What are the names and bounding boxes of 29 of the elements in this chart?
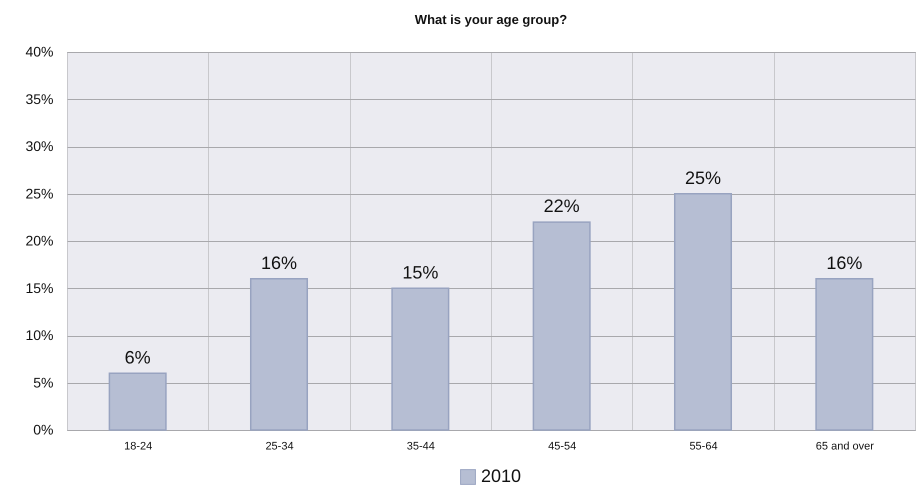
x-tick-label: 35-44: [406, 440, 435, 452]
data-label: 16%: [826, 252, 862, 273]
data-label: 16%: [260, 252, 298, 273]
x-tick-label: 45-54: [548, 440, 576, 452]
data-label: 22%: [544, 196, 580, 216]
y-tick-label: 35%: [25, 90, 54, 107]
y-tick-label: 20%: [25, 232, 54, 248]
legend-label: 2010: [481, 466, 522, 486]
data-label: 15%: [402, 262, 438, 282]
bar: [391, 288, 450, 431]
x-tick-label: 25-34: [265, 440, 294, 452]
bar: [250, 278, 308, 431]
chart-title: What is your age group?: [414, 12, 568, 27]
bar: [108, 372, 167, 431]
y-tick-label: 10%: [25, 327, 54, 343]
x-tick-label: 65 and over: [816, 440, 874, 452]
data-label: 25%: [684, 168, 722, 188]
y-tick-label: 15%: [25, 280, 54, 296]
y-tick-label: 25%: [25, 185, 54, 202]
bar: [532, 221, 591, 431]
y-tick-label: 40%: [25, 44, 54, 60]
data-label: 6%: [124, 347, 151, 368]
y-tick-label: 5%: [33, 374, 54, 390]
bar: [815, 278, 874, 431]
y-tick-label: 30%: [25, 138, 54, 154]
bar: [674, 193, 732, 431]
y-tick-label: 0%: [33, 422, 54, 438]
x-tick-label: 55-64: [689, 440, 718, 452]
x-tick-label: 18-24: [124, 440, 152, 452]
